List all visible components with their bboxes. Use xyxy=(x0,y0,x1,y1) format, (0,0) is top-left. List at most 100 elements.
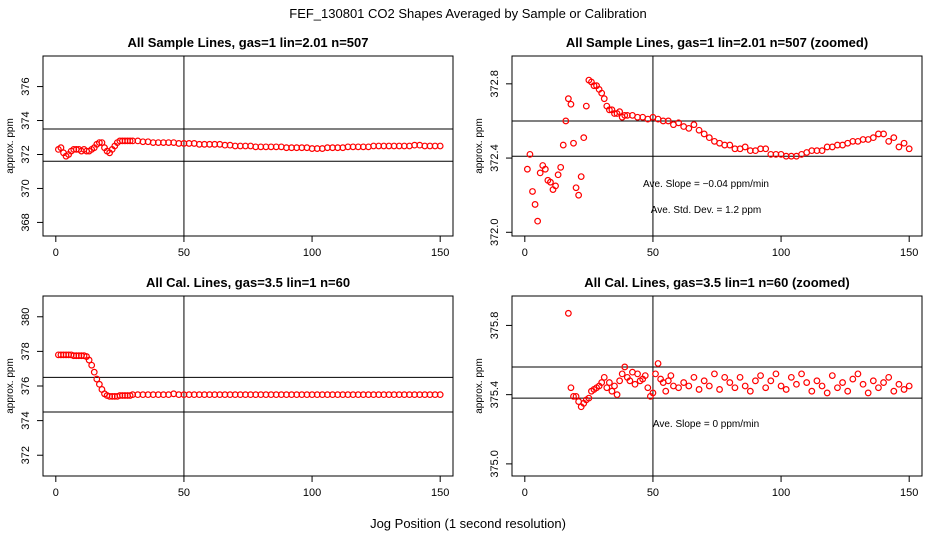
data-point xyxy=(616,108,624,116)
data-point xyxy=(864,389,872,397)
chart-panel-cal-lines: All Cal. Lines, gas=3.5 lin=1 n=60 0 50 100… xyxy=(5,275,454,499)
data-point xyxy=(603,384,611,392)
x-tick-label: 50 xyxy=(178,487,190,499)
data-point xyxy=(695,126,703,134)
data-point xyxy=(600,95,608,103)
chart-title: All Cal. Lines, gas=3.5 lin=1 n=60 (zoom… xyxy=(584,275,850,290)
x-tick-label: 0 xyxy=(53,487,59,499)
data-point xyxy=(611,382,618,390)
data-point xyxy=(641,372,649,380)
data-point xyxy=(572,184,580,192)
y-tick-label: 378 xyxy=(20,342,32,360)
data-point xyxy=(721,373,729,381)
data-point xyxy=(613,391,621,399)
data-point xyxy=(762,384,770,392)
plot-box xyxy=(42,295,454,477)
data-point xyxy=(844,387,852,395)
data-point xyxy=(905,382,913,390)
data-point xyxy=(567,100,575,108)
data-point xyxy=(605,379,613,386)
data-point xyxy=(529,188,536,195)
data-point xyxy=(85,356,93,364)
data-point xyxy=(777,382,785,390)
data-point xyxy=(741,382,749,390)
data-point xyxy=(900,139,908,147)
data-point xyxy=(741,143,749,151)
data-point xyxy=(621,111,629,119)
data-point xyxy=(869,377,877,385)
data-point xyxy=(700,377,708,385)
data-point xyxy=(95,139,103,147)
data-point xyxy=(654,360,662,367)
x-axis-label: Jog Position (1 second resolution) xyxy=(370,516,566,531)
x-tick-label: 100 xyxy=(303,487,321,499)
x-tick-label: 50 xyxy=(647,247,659,259)
data-point xyxy=(839,379,846,386)
data-point xyxy=(685,382,693,390)
data-point xyxy=(880,379,887,386)
data-point xyxy=(534,217,542,225)
data-point xyxy=(649,389,657,397)
y-tick-label: 374 xyxy=(20,111,32,129)
data-point xyxy=(608,387,616,395)
chart-title: All Sample Lines, gas=1 lin=2.01 n=507 (… xyxy=(566,35,868,50)
x-tick-label: 100 xyxy=(772,247,790,259)
x-tick-label: 0 xyxy=(522,487,528,499)
data-point xyxy=(690,373,698,381)
y-tick-label: 372.4 xyxy=(489,144,501,172)
data-point xyxy=(793,380,800,388)
data-point xyxy=(600,373,608,381)
chart-annotation: Ave. Std. Dev. = 1.2 ppm xyxy=(651,205,762,216)
data-point xyxy=(567,384,575,392)
data-point xyxy=(564,309,572,317)
data-point xyxy=(736,373,744,381)
y-tick-label: 374 xyxy=(20,411,32,429)
data-point xyxy=(557,163,565,171)
data-point xyxy=(526,150,534,158)
data-point xyxy=(813,377,821,385)
data-point xyxy=(585,394,593,402)
y-tick-label: 370 xyxy=(20,179,32,197)
data-point xyxy=(680,379,688,386)
data-point xyxy=(572,392,580,400)
data-point xyxy=(818,147,826,155)
data-point xyxy=(575,191,583,199)
data-point xyxy=(667,372,675,380)
y-tick-label: 372 xyxy=(20,446,32,464)
x-tick-label: 0 xyxy=(53,247,59,259)
data-point xyxy=(869,134,877,142)
data-point xyxy=(890,387,898,395)
x-tick-label: 150 xyxy=(431,247,449,259)
y-tick-label: 372 xyxy=(20,145,32,163)
chart-annotation: Ave. Slope = −0.04 ppm/min xyxy=(643,179,769,190)
data-point xyxy=(705,382,713,390)
x-tick-label: 50 xyxy=(178,247,190,259)
data-point xyxy=(562,117,570,125)
data-point xyxy=(652,370,659,378)
data-point xyxy=(885,373,893,381)
data-point xyxy=(782,386,790,393)
data-point xyxy=(126,137,134,145)
data-point xyxy=(90,368,98,376)
data-point xyxy=(57,144,65,152)
chart-annotation: Ave. Slope = 0 ppm/min xyxy=(653,419,759,430)
data-point xyxy=(757,372,764,380)
data-point xyxy=(752,377,759,385)
chart-title: All Sample Lines, gas=1 lin=2.01 n=507 xyxy=(128,35,369,50)
data-point xyxy=(552,182,559,190)
data-point xyxy=(536,169,544,177)
x-tick-label: 50 xyxy=(647,487,659,499)
data-point xyxy=(803,379,811,386)
chart-panel-cal-lines-zoomed: All Cal. Lines, gas=3.5 lin=1 n=60 (zoom… xyxy=(474,275,923,499)
data-point xyxy=(828,372,836,380)
data-point xyxy=(616,377,624,385)
plot-box xyxy=(511,295,923,477)
data-point xyxy=(570,139,577,147)
data-point xyxy=(531,201,539,208)
data-point xyxy=(598,89,606,97)
y-tick-label: 376 xyxy=(20,377,32,395)
data-point xyxy=(559,141,567,149)
data-point xyxy=(621,363,629,371)
data-point xyxy=(690,121,698,129)
y-axis-label: approx. ppm xyxy=(474,118,485,174)
